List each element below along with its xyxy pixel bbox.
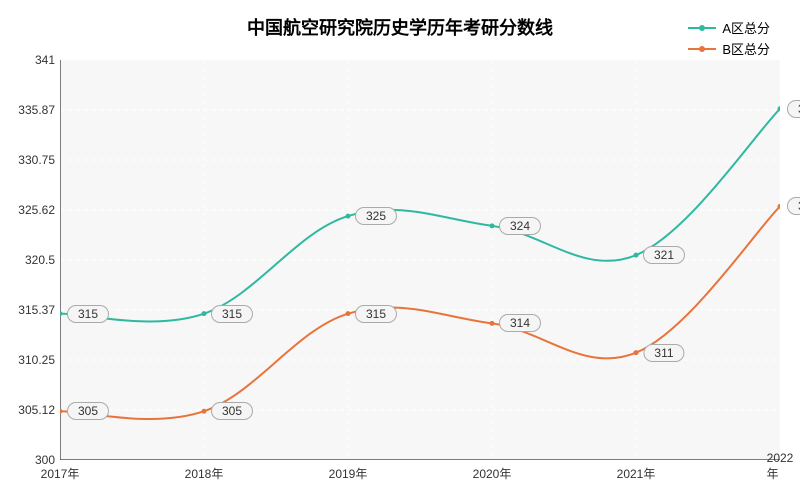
x-tick-label: 2021年 — [617, 465, 656, 482]
x-tick-label: 2019年 — [329, 465, 368, 482]
data-label: 321 — [643, 246, 685, 264]
y-tick-label: 341 — [35, 53, 55, 67]
data-label: 305 — [67, 402, 109, 420]
data-label: 315 — [355, 305, 397, 323]
data-label: 325 — [355, 207, 397, 225]
data-label: 305 — [211, 402, 253, 420]
legend-label-b: B区总分 — [722, 39, 770, 58]
y-tick-label: 305.12 — [18, 403, 55, 417]
legend-swatch-b — [688, 48, 716, 50]
x-tick-label: 2020年 — [473, 465, 512, 482]
legend-item-b: B区总分 — [688, 39, 770, 58]
x-tick-label: 2018年 — [185, 465, 224, 482]
chart-title: 中国航空研究院历史学历年考研分数线 — [0, 14, 800, 40]
legend-item-a: A区总分 — [688, 18, 770, 37]
y-tick-label: 320.5 — [25, 253, 55, 267]
y-tick-label: 315.37 — [18, 303, 55, 317]
data-label: 311 — [643, 344, 684, 362]
legend-label-a: A区总分 — [722, 18, 770, 37]
data-label: 315 — [211, 305, 253, 323]
legend-swatch-a — [688, 27, 716, 29]
legend: A区总分 B区总分 — [688, 18, 770, 60]
data-label: 336 — [787, 100, 800, 118]
x-tick-label: 2022年 — [767, 451, 794, 482]
y-tick-label: 330.75 — [18, 153, 55, 167]
data-label: 324 — [499, 217, 541, 235]
x-tick-label: 2017年 — [41, 465, 80, 482]
chart-container: 中国航空研究院历史学历年考研分数线 A区总分 B区总分 300305.12310… — [0, 0, 800, 500]
data-label: 314 — [499, 314, 541, 332]
data-label: 326 — [787, 197, 800, 215]
y-tick-label: 310.25 — [18, 353, 55, 367]
y-tick-label: 335.87 — [18, 103, 55, 117]
y-tick-label: 325.62 — [18, 203, 55, 217]
data-label: 315 — [67, 305, 109, 323]
